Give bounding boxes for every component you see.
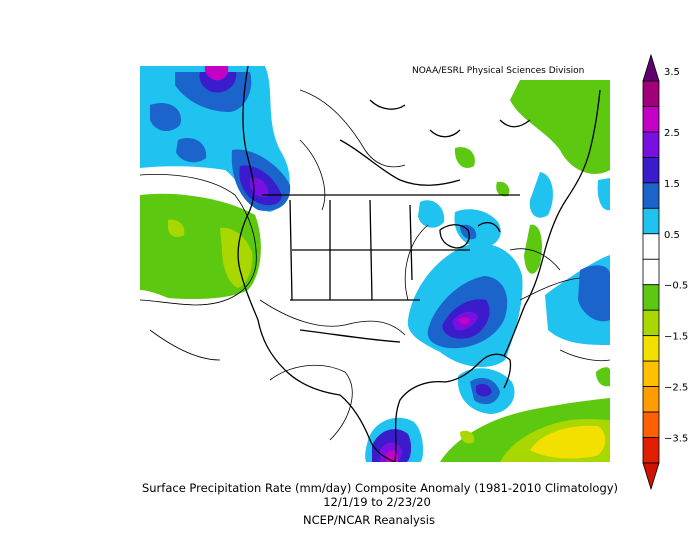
colorbar-swatch bbox=[642, 233, 660, 260]
colorbar-swatch bbox=[642, 106, 660, 133]
anomaly-region bbox=[510, 80, 610, 174]
anomaly-region bbox=[496, 181, 510, 197]
credit-label: NOAA/ESRL Physical Sciences Division bbox=[412, 66, 585, 76]
anomaly-region bbox=[220, 227, 253, 288]
colorbar-swatch bbox=[642, 437, 660, 464]
colorbar-tick-label: 2.5 bbox=[664, 128, 680, 139]
colorbar-tick-label: 0.5 bbox=[664, 230, 680, 241]
colorbar-tick-label: −3.5 bbox=[664, 434, 688, 445]
colorbar-tick-label: −0.5 bbox=[664, 281, 688, 292]
anomaly-region bbox=[454, 209, 501, 248]
anomaly-region bbox=[578, 265, 610, 322]
colorbar-swatch bbox=[642, 80, 660, 107]
anomaly-region bbox=[530, 425, 606, 459]
colorbar-tick-label: −1.5 bbox=[664, 332, 688, 343]
colorbar-swatch bbox=[642, 411, 660, 438]
colorbar-tick-label: 3.5 bbox=[664, 67, 680, 78]
coastlines bbox=[237, 66, 601, 462]
anomaly-region bbox=[460, 430, 475, 444]
data-source: NCEP/NCAR Reanalysis bbox=[303, 513, 435, 527]
anomaly-region bbox=[250, 177, 269, 198]
colorbar-swatch bbox=[642, 386, 660, 413]
colorbar-swatch bbox=[642, 156, 660, 184]
map-title: Surface Precipitation Rate (mm/day) Comp… bbox=[141, 481, 619, 495]
anomaly-region bbox=[476, 384, 492, 397]
map-field bbox=[140, 66, 610, 462]
colorbar-swatch bbox=[642, 207, 660, 235]
anomaly-region bbox=[597, 178, 610, 211]
colorbar-bottom-arrow bbox=[642, 462, 660, 491]
anomaly-region bbox=[204, 66, 229, 81]
anomaly-region bbox=[199, 72, 237, 93]
colorbar: 3.5 2.5 1.5 0.5 −0.5 −1.5 −2.5 −3.5 bbox=[642, 53, 688, 491]
colorbar-top-arrow bbox=[642, 53, 660, 82]
anomaly-region bbox=[596, 367, 610, 387]
anomaly-region bbox=[524, 224, 542, 274]
anomaly-region bbox=[458, 317, 470, 325]
anomaly-region bbox=[168, 219, 185, 238]
anomaly-region bbox=[176, 138, 207, 163]
date-range: 12/1/19 to 2/23/20 bbox=[323, 495, 431, 509]
anomaly-region bbox=[150, 102, 181, 132]
colorbar-swatch bbox=[642, 309, 660, 337]
anomaly-region bbox=[529, 172, 553, 218]
colorbar-swatch bbox=[642, 360, 660, 387]
anomaly-region bbox=[454, 147, 475, 168]
colorbar-swatch bbox=[642, 284, 660, 311]
colorbar-tick-label: 1.5 bbox=[664, 179, 680, 190]
colorbar-swatch bbox=[642, 131, 660, 158]
colorbar-swatch bbox=[642, 335, 660, 362]
colorbar-swatch bbox=[642, 258, 660, 286]
colorbar-swatch bbox=[642, 182, 660, 209]
colorbar-tick-label: −2.5 bbox=[664, 383, 688, 394]
anomaly-region bbox=[418, 200, 445, 228]
contour-lines bbox=[140, 89, 610, 441]
